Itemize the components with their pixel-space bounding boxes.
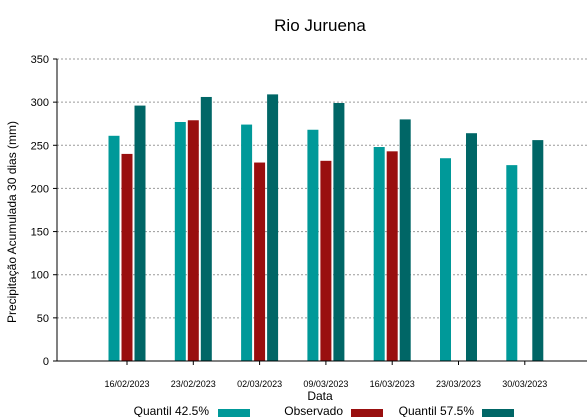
bar xyxy=(506,165,518,361)
legend-label: Quantil 42.5% xyxy=(134,404,210,417)
y-axis-label: Precipitação Acumulada 30 dias (mm) xyxy=(5,121,19,323)
legend-label: Quantil 57.5% xyxy=(399,404,475,417)
bars xyxy=(108,94,544,362)
y-tick-label: 150 xyxy=(31,227,49,239)
bar xyxy=(466,133,477,361)
y-tick-label: 300 xyxy=(31,97,49,109)
bar xyxy=(267,94,279,362)
bar xyxy=(440,158,451,361)
bar xyxy=(241,124,253,361)
legend: Quantil 42.5% Observado Quantil 57.5% xyxy=(134,404,514,417)
y-tick-label: 50 xyxy=(37,313,49,325)
axes xyxy=(53,58,587,365)
x-tick-label: 02/03/2023 xyxy=(237,379,282,389)
x-tick-label: 16/02/2023 xyxy=(104,379,149,389)
bar xyxy=(333,103,345,362)
bar xyxy=(254,162,266,361)
x-tick-label: 30/03/2023 xyxy=(502,379,547,389)
legend-swatch xyxy=(351,409,383,417)
bar xyxy=(134,105,146,361)
bar xyxy=(200,96,212,362)
bar xyxy=(373,147,385,361)
bar xyxy=(187,120,199,362)
legend-swatch xyxy=(218,409,250,417)
x-tick-labels: 16/02/2023 23/02/2023 02/03/2023 09/03/2023… xyxy=(104,379,547,389)
bar xyxy=(399,119,411,362)
x-axis-label: Data xyxy=(307,389,333,403)
y-tick-label: 200 xyxy=(31,183,49,195)
x-tick-label: 09/03/2023 xyxy=(303,379,348,389)
bar xyxy=(108,135,120,361)
bar xyxy=(320,160,332,361)
bar xyxy=(532,140,544,361)
y-tick-label: 100 xyxy=(31,270,49,282)
legend-label: Observado xyxy=(284,404,343,417)
chart-title: Rio Juruena xyxy=(274,16,366,35)
bar xyxy=(174,121,186,361)
bar xyxy=(307,129,319,361)
x-tick-label: 16/03/2023 xyxy=(370,379,415,389)
x-tick-label: 23/02/2023 xyxy=(171,379,216,389)
y-tick-label: 250 xyxy=(31,140,49,152)
y-tick-label: 350 xyxy=(31,54,49,66)
x-tick-label: 23/03/2023 xyxy=(436,379,481,389)
legend-swatch xyxy=(482,409,514,417)
bar xyxy=(386,151,398,361)
bar xyxy=(121,153,133,361)
y-tick-label: 0 xyxy=(43,356,49,368)
y-tick-labels: 0 50 100 150 200 250 300 350 xyxy=(31,54,49,368)
